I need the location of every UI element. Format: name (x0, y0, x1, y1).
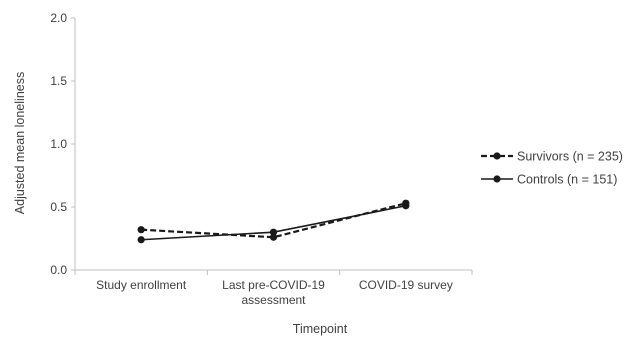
data-point (269, 233, 278, 241)
y-tick-label: 2.0 (50, 11, 67, 25)
legend-marker (493, 175, 501, 183)
legend-label: Survivors (n = 235) (517, 150, 623, 164)
x-axis-title: Timepoint (293, 322, 348, 336)
y-axis-title: Adjusted mean loneliness (13, 72, 27, 214)
y-tick-label: 1.5 (50, 74, 67, 88)
y-tick-label: 1.0 (50, 137, 67, 151)
legend: Survivors (n = 235) Controls (n = 151) (481, 150, 623, 187)
data-point (137, 226, 145, 234)
data-point (137, 236, 145, 244)
axes: 0.0 0.5 1.0 1.5 2.0 Study enrollment Last pre-… (50, 11, 473, 307)
data-point (402, 202, 410, 210)
x-tick-label: COVID-19 survey (359, 278, 453, 292)
y-tick-label: 0.0 (50, 263, 67, 277)
series-layer (137, 199, 410, 244)
x-tick-label: Last pre-COVID-19 assessment (222, 278, 325, 307)
x-tick-label: Study enrollment (96, 278, 187, 292)
data-point (269, 228, 278, 236)
y-tick-label: 0.5 (50, 200, 67, 214)
legend-marker (493, 152, 501, 160)
legend-label: Controls (n = 151) (517, 173, 617, 187)
